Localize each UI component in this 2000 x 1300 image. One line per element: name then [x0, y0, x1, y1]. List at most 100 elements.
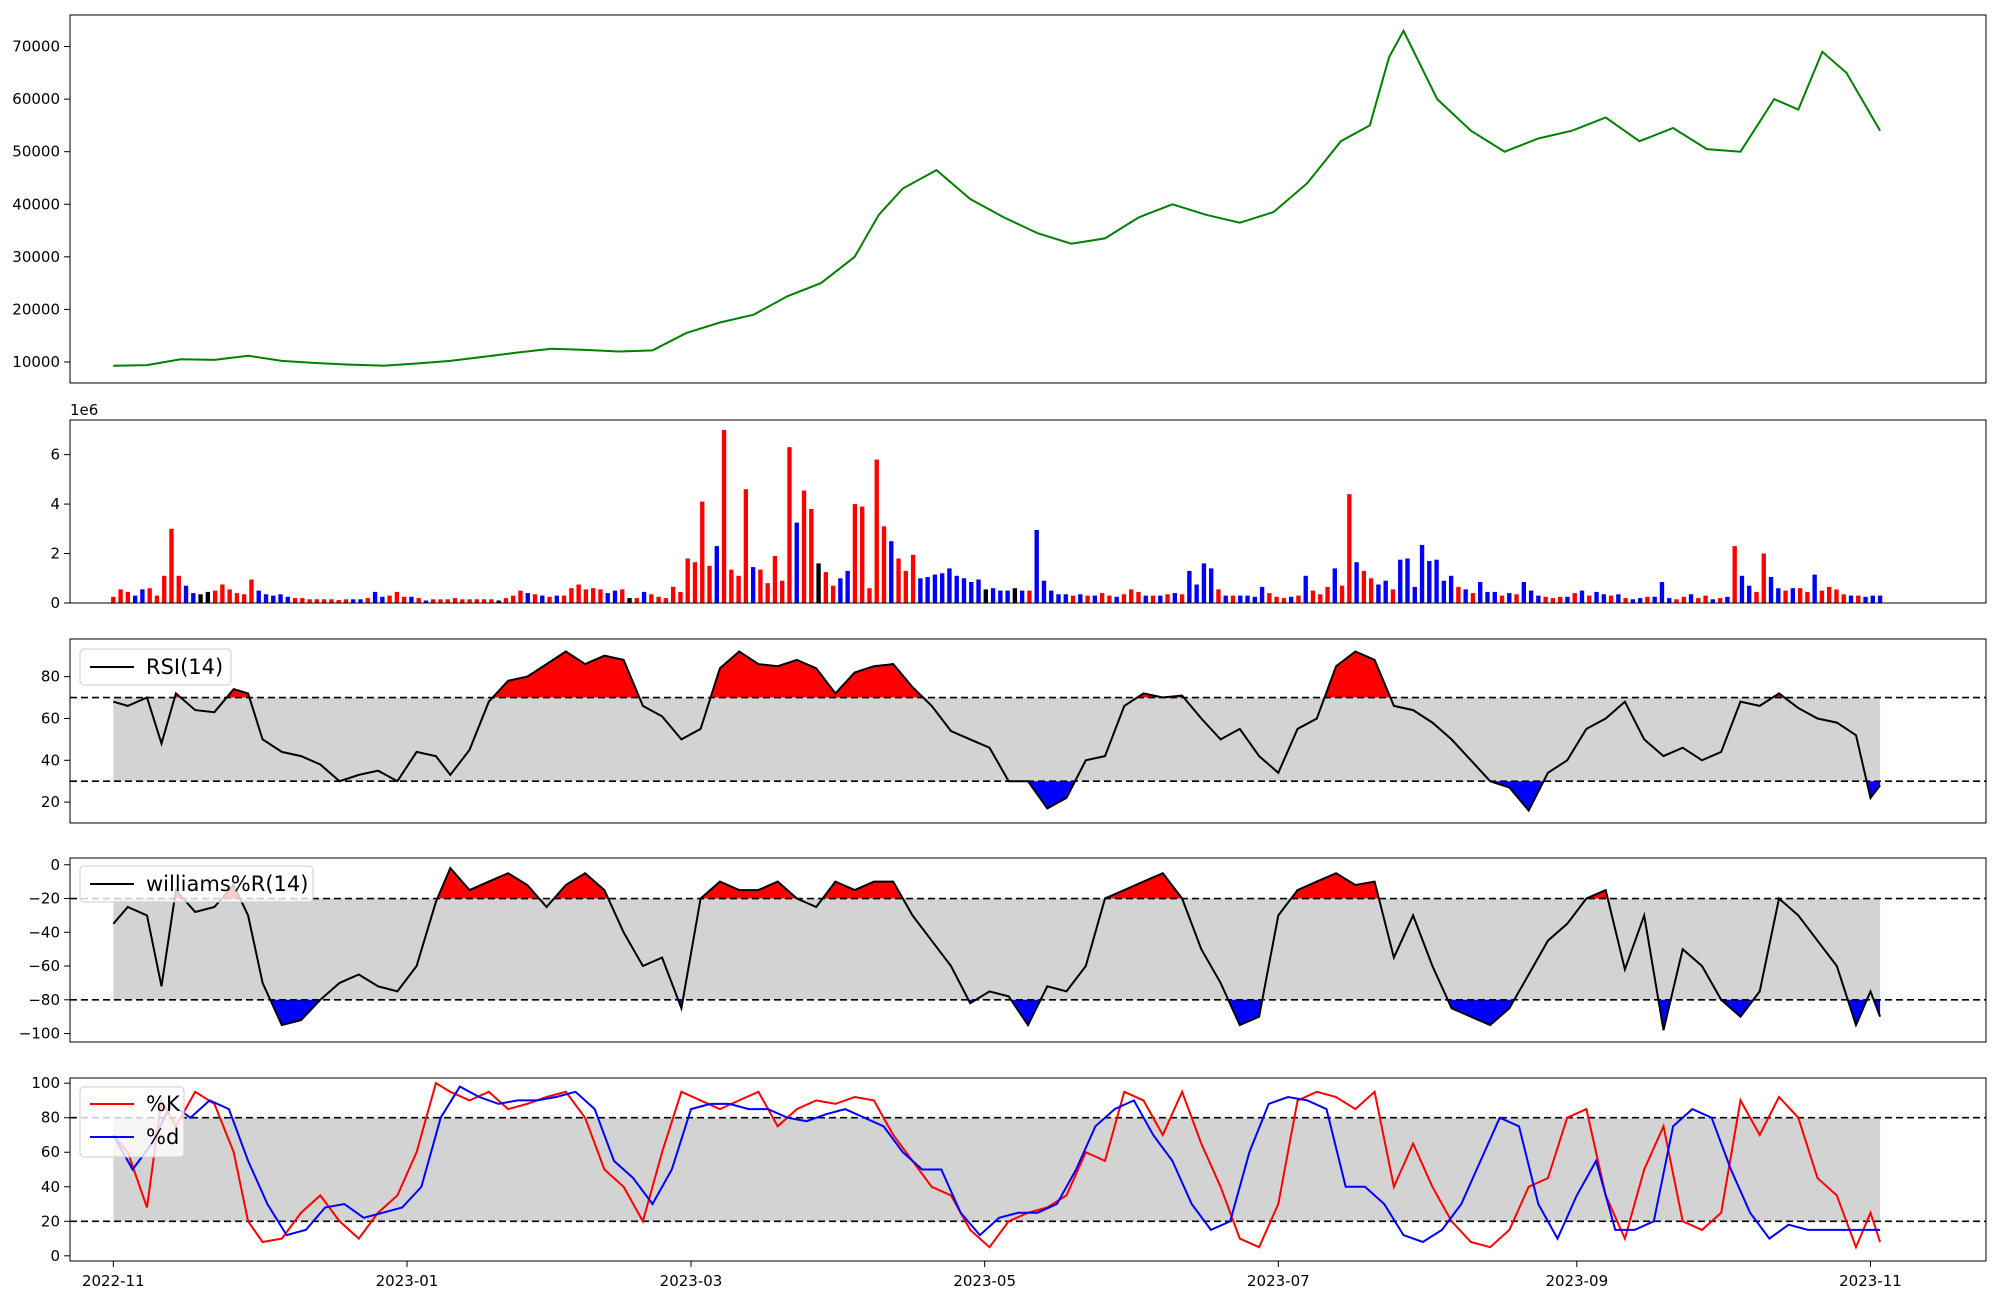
volume-bar: [125, 591, 131, 603]
volume-bar: [154, 595, 160, 603]
volume-bar: [1594, 591, 1599, 603]
williams-overbought-fill: [437, 868, 540, 899]
rsi-legend: RSI(14): [79, 648, 232, 686]
volume-bar: [1827, 586, 1832, 603]
volume-bar: [547, 596, 552, 603]
volume-bar: [1776, 588, 1781, 603]
volume-bar: [1863, 596, 1868, 603]
williams-ytick-label: −80: [28, 991, 60, 1009]
volume-bar: [860, 506, 865, 603]
volume-bar: [1710, 599, 1716, 603]
volume-bar: [1310, 590, 1316, 603]
volume-bar: [823, 572, 829, 603]
volume-bar: [1427, 561, 1432, 603]
volume-bar: [852, 504, 858, 603]
volume-bar: [111, 596, 116, 603]
k-legend-label: %K: [146, 1092, 181, 1116]
volume-bar: [474, 599, 480, 603]
volume-bar: [1856, 595, 1861, 603]
volume-bar: [903, 570, 908, 603]
williams-ytick-label: −100: [19, 1025, 60, 1043]
volume-bar: [816, 563, 821, 603]
volume-bar: [445, 599, 450, 603]
x-tick-label: 2023-01: [376, 1272, 439, 1290]
volume-bar: [525, 593, 530, 603]
volume-bar: [1674, 599, 1679, 603]
k-line: [112, 1081, 1882, 1250]
rsi-y-axis: 20 40 60 80: [41, 668, 70, 811]
stochastic-ytick-label: 80: [41, 1109, 60, 1127]
volume-bar: [1456, 586, 1461, 603]
x-tick-label: 2022-11: [82, 1272, 145, 1290]
volume-bar: [1281, 598, 1287, 603]
volume-bar: [1274, 596, 1279, 603]
volume-bar: [692, 562, 698, 603]
volume-bar: [401, 596, 407, 603]
volume-bar: [889, 541, 894, 603]
volume-bar: [1129, 589, 1134, 603]
volume-bar: [1216, 589, 1221, 603]
williams-line: [112, 866, 1882, 1031]
x-tick-label: 2023-09: [1545, 1272, 1608, 1290]
volume-bar: [1470, 593, 1476, 603]
volume-bar: [940, 573, 945, 603]
volume-bar: [1499, 595, 1505, 603]
volume-bar: [489, 599, 494, 603]
volume-bar: [1398, 559, 1403, 603]
volume-bar: [867, 588, 872, 603]
volume-bar: [1565, 596, 1570, 603]
d-legend-label: %d: [146, 1125, 179, 1149]
volume-bar: [990, 588, 996, 603]
volume-bar: [256, 590, 261, 603]
volume-bar: [1303, 575, 1308, 603]
volume-ytick-label: 4: [50, 495, 60, 513]
stochastic-neutral-band: [113, 1117, 1881, 1222]
volume-bar: [700, 501, 705, 603]
volume-bar: [845, 570, 850, 603]
volume-bar: [932, 574, 938, 603]
stochastic-ytick-label: 0: [50, 1247, 60, 1265]
williams-ytick-label: −20: [28, 890, 60, 908]
volume-bar: [1099, 593, 1105, 603]
williams-ytick-label: −40: [28, 923, 60, 941]
volume-bar: [511, 595, 516, 603]
volume-bar: [532, 594, 538, 603]
price-ytick-label: 40000: [12, 195, 60, 213]
volume-bar: [1717, 598, 1723, 603]
volume-bar: [947, 568, 952, 603]
d-line: [112, 1085, 1881, 1244]
volume-bar: [1223, 595, 1228, 603]
volume-offset-label: 1e6: [70, 401, 98, 419]
volume-bars: [111, 429, 1883, 603]
volume-bar: [1608, 595, 1614, 603]
williams-plot: [70, 866, 1986, 1031]
volume-bar: [707, 565, 712, 603]
rsi-panel: 20 40 60 80 RSI(14): [41, 638, 1987, 824]
volume-bar: [1005, 590, 1010, 603]
volume-ytick-label: 0: [50, 594, 60, 612]
volume-bar: [591, 588, 596, 603]
volume-bar: [387, 595, 392, 603]
volume-bar: [1325, 586, 1330, 603]
volume-bar: [620, 589, 625, 603]
volume-bar: [1616, 594, 1621, 603]
volume-bar: [896, 558, 901, 603]
volume-bar: [365, 598, 370, 603]
volume-bar: [729, 569, 734, 603]
volume-bar: [1645, 596, 1650, 603]
volume-bar: [772, 556, 778, 603]
volume-bar: [961, 578, 967, 603]
volume-bar: [801, 490, 807, 603]
price-ytick-label: 60000: [12, 90, 60, 108]
volume-bar: [249, 579, 254, 603]
volume-bar: [1419, 544, 1425, 603]
volume-bar: [1797, 588, 1803, 603]
stochastic-plot: [70, 1081, 1986, 1250]
volume-bar: [1012, 588, 1018, 603]
volume-bar: [1834, 589, 1839, 603]
volume-bar: [394, 591, 400, 603]
volume-bar: [1376, 584, 1381, 603]
stochastic-panel: 0 20 40 60 80 100 2022-11 2023-01 2023-03 2023-0…: [31, 1074, 1987, 1290]
volume-bar: [1558, 596, 1563, 603]
volume-bar: [351, 599, 356, 603]
